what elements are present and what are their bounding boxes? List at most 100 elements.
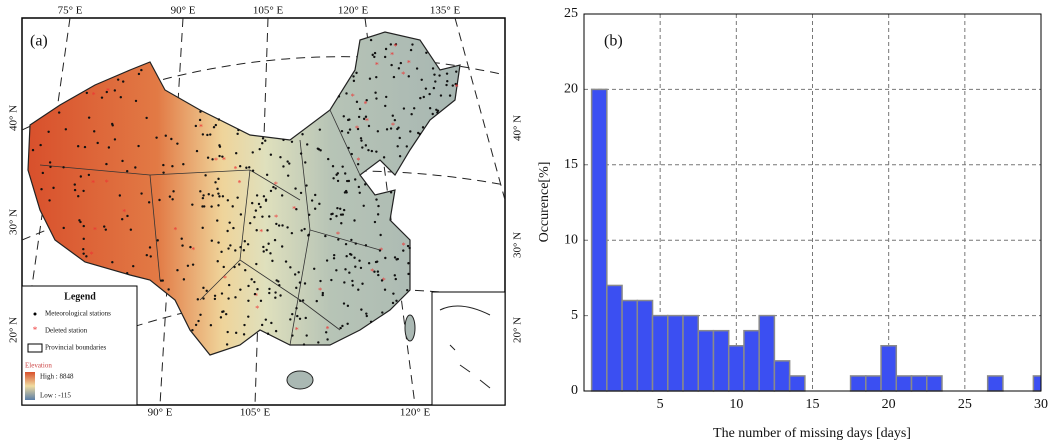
station <box>330 279 332 281</box>
station <box>407 245 409 247</box>
station <box>385 96 387 98</box>
legend-elevation: Elevation <box>25 362 52 370</box>
station <box>206 134 208 136</box>
station <box>140 192 142 194</box>
station <box>238 263 240 265</box>
station <box>149 246 151 248</box>
deleted-station: * <box>173 225 177 234</box>
station <box>85 255 87 257</box>
station <box>216 188 218 190</box>
station <box>211 194 213 196</box>
station <box>400 62 402 64</box>
station <box>130 228 132 230</box>
station <box>258 203 260 205</box>
station <box>235 152 237 154</box>
station <box>250 278 252 280</box>
station <box>392 115 394 117</box>
station <box>103 225 105 227</box>
station <box>307 234 309 236</box>
station <box>345 92 347 94</box>
station <box>345 190 347 192</box>
station <box>291 141 293 143</box>
station <box>332 177 334 179</box>
station <box>425 87 427 89</box>
station <box>62 166 64 168</box>
station <box>416 67 418 69</box>
station <box>121 160 123 162</box>
station <box>392 292 394 294</box>
station <box>270 190 272 192</box>
station <box>49 166 51 168</box>
station <box>381 279 383 281</box>
x-tick-label: 5 <box>657 397 664 412</box>
lon-label: 120° E <box>338 5 369 17</box>
station <box>299 281 301 283</box>
station <box>244 240 246 242</box>
station <box>396 128 398 130</box>
station <box>210 324 212 326</box>
station <box>86 92 88 94</box>
station <box>343 209 345 211</box>
station <box>270 154 272 156</box>
station <box>406 145 408 147</box>
station <box>228 284 230 286</box>
station <box>303 343 305 345</box>
station <box>326 338 328 340</box>
station <box>255 229 257 231</box>
deleted-station: * <box>295 325 299 334</box>
station <box>365 312 367 314</box>
station <box>199 110 201 112</box>
station <box>82 252 84 254</box>
station <box>278 284 280 286</box>
station <box>138 73 140 75</box>
station <box>249 222 251 224</box>
station <box>191 203 193 205</box>
station <box>375 150 377 152</box>
station <box>347 305 349 307</box>
x-axis-label: The number of missing days [days] <box>713 426 911 441</box>
y-tick-label: 15 <box>564 157 578 172</box>
station <box>114 138 116 140</box>
station <box>162 164 164 166</box>
station <box>167 288 169 290</box>
station <box>408 75 410 77</box>
station <box>216 219 218 221</box>
station <box>275 223 277 225</box>
deleted-station: * <box>393 42 397 51</box>
station <box>282 165 284 167</box>
station <box>218 195 220 197</box>
station <box>117 78 119 80</box>
station <box>247 300 249 302</box>
station <box>202 197 204 199</box>
station <box>182 163 184 165</box>
station <box>341 325 343 327</box>
station <box>347 132 349 134</box>
station <box>353 257 355 259</box>
station <box>359 108 361 110</box>
deleted-station: * <box>351 92 355 101</box>
station <box>317 341 319 343</box>
station <box>429 107 431 109</box>
station <box>217 241 219 243</box>
station <box>446 72 448 74</box>
station <box>282 139 284 141</box>
station <box>433 87 435 89</box>
station <box>77 145 79 147</box>
station <box>343 302 345 304</box>
station <box>374 221 376 223</box>
station <box>83 238 85 240</box>
station <box>162 171 164 173</box>
bar <box>988 376 1003 391</box>
station <box>375 97 377 99</box>
station <box>171 165 173 167</box>
station <box>49 161 51 163</box>
station <box>333 254 335 256</box>
station <box>341 130 343 132</box>
station <box>197 320 199 322</box>
station <box>145 117 147 119</box>
deleted-station: * <box>326 325 330 334</box>
bar <box>744 331 759 391</box>
station <box>243 249 245 251</box>
station <box>377 205 379 207</box>
station <box>370 39 372 41</box>
